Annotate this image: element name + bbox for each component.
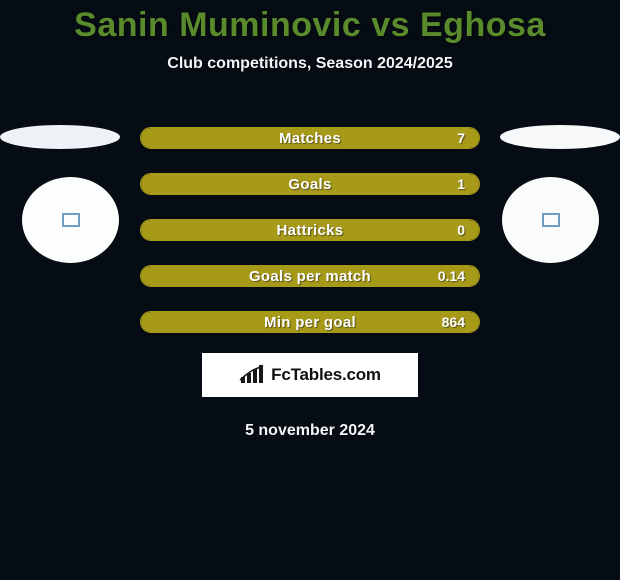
stat-value: 0.14 xyxy=(438,266,465,287)
date-text: 5 november 2024 xyxy=(0,422,620,440)
bar-chart-icon xyxy=(239,365,265,385)
player2-name: Eghosa xyxy=(420,6,546,44)
stat-row: Min per goal864 xyxy=(140,311,480,333)
right-shadow-ellipse xyxy=(500,125,620,149)
image-placeholder-icon xyxy=(62,213,80,227)
vs-separator: vs xyxy=(371,6,410,44)
badge-text: FcTables.com xyxy=(271,365,381,385)
stat-row: Matches7 xyxy=(140,127,480,149)
image-placeholder-icon xyxy=(542,213,560,227)
player2-avatar xyxy=(502,177,599,263)
stat-label: Goals xyxy=(141,174,479,195)
subtitle: Club competitions, Season 2024/2025 xyxy=(0,55,620,73)
stat-row: Goals1 xyxy=(140,173,480,195)
stat-label: Min per goal xyxy=(141,312,479,333)
stats-table: Matches7Goals1Hattricks0Goals per match0… xyxy=(140,127,480,357)
stat-value: 0 xyxy=(457,220,465,241)
stat-value: 864 xyxy=(442,312,465,333)
stat-row: Goals per match0.14 xyxy=(140,265,480,287)
stat-value: 7 xyxy=(457,128,465,149)
stat-label: Hattricks xyxy=(141,220,479,241)
player1-name: Sanin Muminovic xyxy=(74,6,361,44)
player1-avatar xyxy=(22,177,119,263)
fctables-badge[interactable]: FcTables.com xyxy=(202,353,418,397)
left-shadow-ellipse xyxy=(0,125,120,149)
stat-value: 1 xyxy=(457,174,465,195)
stat-label: Matches xyxy=(141,128,479,149)
stat-label: Goals per match xyxy=(141,266,479,287)
page-title: Sanin Muminovic vs Eghosa xyxy=(0,0,620,45)
stat-row: Hattricks0 xyxy=(140,219,480,241)
